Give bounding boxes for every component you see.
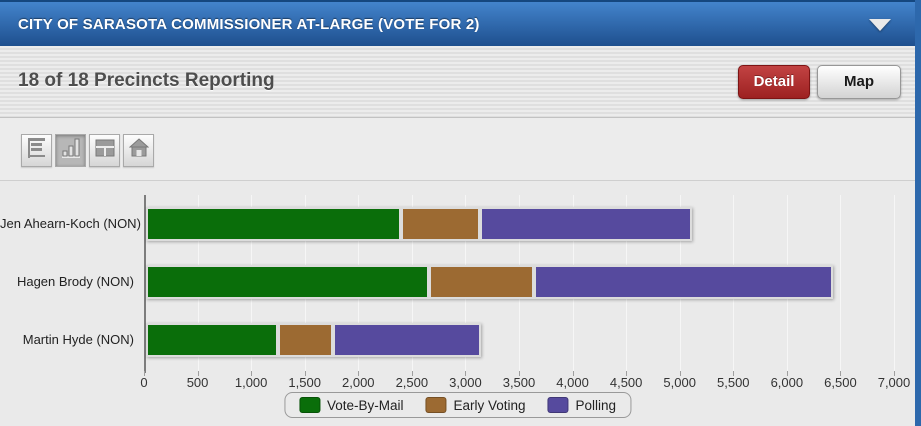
- gridline: [840, 195, 842, 373]
- x-tick-label: 5,500: [717, 375, 750, 390]
- grid-view-button[interactable]: [89, 134, 120, 167]
- x-tick-label: 500: [186, 375, 209, 390]
- bar-segment-polling: [479, 207, 692, 241]
- legend-label: Polling: [575, 397, 617, 413]
- home-button[interactable]: [123, 134, 154, 167]
- axis-tick: [251, 371, 253, 376]
- axis-tick: [197, 371, 199, 376]
- legend-label: Early Voting: [453, 397, 526, 413]
- axis-tick: [358, 371, 360, 376]
- home-icon: [128, 137, 149, 164]
- precincts-reporting-text: 18 of 18 Precincts Reporting: [18, 70, 275, 91]
- axis-tick: [519, 371, 520, 376]
- x-tick-label: 4,500: [609, 375, 643, 390]
- axis-tick: [840, 371, 842, 376]
- bar-segment-vote-by-mail: [146, 265, 429, 299]
- column-chart-icon: [61, 137, 81, 164]
- axis-tick: [626, 371, 628, 376]
- x-tick-label: 0: [140, 375, 148, 390]
- x-tick-label: 3,000: [449, 375, 482, 390]
- bar-row-martin-hyde-non-: [146, 323, 482, 357]
- chart-legend: Vote-By-Mail Early Voting Polling: [283, 392, 632, 418]
- y-axis-line: [144, 195, 146, 373]
- axis-tick: [733, 371, 735, 376]
- legend-swatch: [298, 397, 320, 413]
- axis-tick: [304, 371, 306, 376]
- bar-segment-early-voting: [428, 265, 534, 299]
- horizontal-bar-chart-icon: [27, 137, 47, 164]
- view-toolbar: [0, 118, 915, 181]
- bar-row-jen-ahearn-koch-non-: [146, 207, 692, 241]
- x-tick-label: 3,500: [502, 375, 536, 390]
- x-tick-label: 1,000: [234, 375, 268, 390]
- bar-row-hagen-brody-non-: [146, 265, 833, 299]
- x-tick-label: 5,000: [663, 375, 696, 390]
- bar-segment-polling: [333, 323, 482, 357]
- x-tick-label: 6,000: [770, 375, 804, 390]
- contest-header: CITY OF SARASOTA COMMISSIONER AT-LARGE (…: [0, 0, 915, 46]
- column-chart-button[interactable]: [55, 134, 86, 167]
- axis-tick: [465, 371, 467, 376]
- bar-segment-early-voting: [401, 207, 480, 241]
- x-tick-label: 6,500: [824, 375, 857, 390]
- bar-segment-vote-by-mail: [146, 207, 401, 241]
- category-label: Hagen Brody (NON): [16, 274, 134, 289]
- bar-segment-polling: [533, 265, 833, 299]
- contest-title: CITY OF SARASOTA COMMISSIONER AT-LARGE (…: [18, 15, 480, 33]
- legend-label: Vote-By-Mail: [326, 397, 404, 413]
- axis-tick: [144, 371, 145, 376]
- x-tick-label: 1,500: [288, 375, 321, 390]
- axis-tick: [894, 371, 895, 376]
- x-tick-label: 4,000: [556, 375, 589, 390]
- axis-tick: [786, 371, 788, 376]
- map-button[interactable]: Map: [817, 65, 901, 99]
- axis-tick: [679, 371, 681, 376]
- results-chart: Vote-By-Mail Early Voting Polling 0 500 1,00…: [0, 181, 915, 426]
- status-bar: 18 of 18 Precincts Reporting Detail Map: [0, 46, 915, 118]
- grid-view-icon: [95, 137, 115, 164]
- bar-segment-early-voting: [277, 323, 334, 357]
- bar-segment-vote-by-mail: [146, 323, 278, 357]
- category-label: Martin Hyde (NON): [22, 332, 134, 347]
- x-tick-label: 7,000: [877, 375, 911, 390]
- x-tick-label: 2,000: [342, 375, 375, 390]
- detail-button[interactable]: Detail: [738, 65, 810, 99]
- axis-tick: [411, 371, 413, 376]
- horizontal-bar-chart-button[interactable]: [21, 134, 52, 167]
- legend-swatch: [425, 397, 447, 413]
- gridline: [894, 195, 895, 373]
- chevron-down-icon[interactable]: [869, 19, 891, 31]
- legend-item-polling: Polling: [547, 397, 617, 413]
- category-label: Jen Ahearn-Koch (NON): [0, 216, 141, 231]
- legend-item-vote-by-mail: Vote-By-Mail: [298, 397, 404, 413]
- axis-tick: [572, 371, 574, 376]
- x-tick-label: 2,500: [395, 375, 429, 390]
- legend-swatch: [547, 397, 569, 413]
- legend-item-early-voting: Early Voting: [425, 397, 526, 413]
